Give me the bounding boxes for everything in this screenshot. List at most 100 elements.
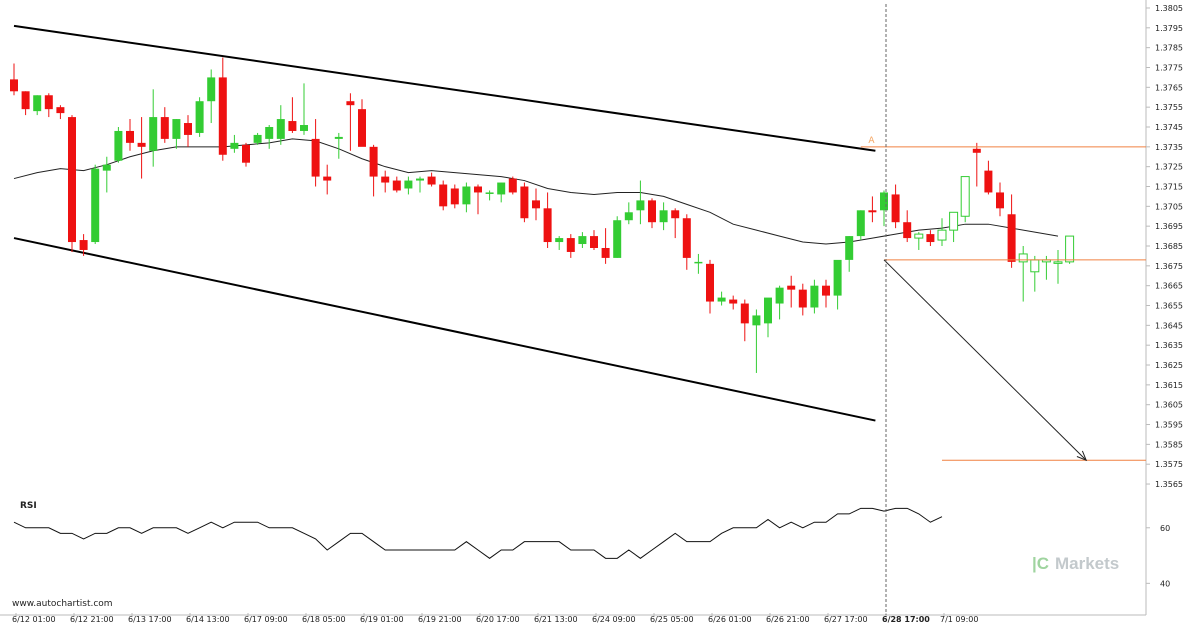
time-tick-label: 6/19 01:00	[360, 615, 404, 624]
candle-body	[613, 220, 622, 258]
time-tick-label: 6/27 17:00	[824, 615, 868, 624]
candle-body	[775, 287, 784, 304]
candle-body	[462, 186, 471, 205]
candle-body	[218, 77, 227, 155]
time-tick-label: 6/19 21:00	[418, 615, 462, 624]
candle	[671, 208, 680, 239]
candle-body	[137, 142, 146, 147]
candle	[636, 180, 645, 225]
candle-body	[566, 238, 575, 252]
candle-body	[346, 101, 355, 106]
candle	[323, 164, 332, 195]
channel-lower-line	[13, 237, 876, 422]
candle-body	[764, 297, 772, 324]
candle	[1030, 255, 1040, 292]
candle	[485, 190, 494, 201]
candle-body	[33, 95, 42, 112]
candle	[265, 125, 274, 149]
candle	[729, 295, 738, 310]
candle	[334, 132, 343, 159]
forecast-line	[883, 259, 1087, 461]
candle-body	[114, 130, 123, 161]
candle	[381, 170, 390, 193]
candle	[149, 89, 158, 167]
candle-body	[880, 192, 888, 211]
candle	[543, 192, 552, 248]
candle	[520, 182, 529, 223]
candle	[21, 91, 30, 116]
candle-body	[972, 148, 981, 153]
candle-body	[520, 186, 529, 219]
candle	[659, 202, 668, 231]
candle	[392, 176, 401, 193]
candle-body	[960, 176, 970, 217]
price-tick-label: 1.3645	[1155, 321, 1183, 330]
candle	[439, 180, 448, 211]
candle-body	[856, 210, 865, 237]
price-tick-label: 1.3655	[1155, 302, 1183, 311]
candle	[810, 279, 819, 314]
candle-body	[671, 210, 680, 219]
rsi-axis: 60 40	[1146, 524, 1170, 588]
candle	[474, 184, 482, 215]
candle-body	[648, 200, 656, 223]
price-tick-label: 1.3745	[1155, 123, 1183, 132]
candle-body	[21, 91, 30, 110]
candle-body	[450, 188, 459, 205]
candle-body	[184, 123, 192, 135]
candle	[856, 210, 865, 241]
candle-body	[729, 299, 738, 304]
price-channel	[13, 24, 876, 422]
time-tick-label: 6/24 09:00	[592, 615, 636, 624]
candle	[960, 176, 970, 223]
candle-body	[126, 130, 134, 143]
candle	[880, 190, 888, 227]
candle-body	[381, 176, 390, 183]
price-tick-label: 1.3635	[1155, 341, 1183, 350]
candle	[207, 69, 216, 124]
candle	[91, 164, 100, 245]
candle-body	[636, 200, 645, 211]
candle-body	[323, 176, 332, 181]
candle	[184, 115, 192, 147]
candle-body	[334, 136, 343, 139]
candle-body	[822, 285, 830, 296]
price-tick-label: 1.3625	[1155, 361, 1183, 370]
candle-body	[868, 210, 877, 213]
candle-body	[1053, 261, 1063, 264]
candle	[404, 176, 413, 195]
time-tick-label: 6/21 13:00	[534, 615, 578, 624]
candle-body	[787, 285, 796, 290]
candle-body	[798, 289, 807, 308]
candle	[102, 156, 111, 193]
candle	[648, 198, 656, 229]
candle-body	[439, 184, 448, 207]
candle-body	[659, 210, 668, 223]
brand-logo: |C Markets	[1032, 554, 1119, 573]
candle-body	[265, 126, 274, 139]
candle	[242, 142, 250, 167]
candle-body	[160, 117, 169, 139]
candle	[903, 210, 912, 243]
candle	[996, 182, 1004, 217]
candle-body	[1007, 214, 1016, 262]
candle-body	[207, 77, 216, 102]
price-tick-label: 1.3755	[1155, 103, 1183, 112]
candle-body	[810, 285, 819, 308]
candle-body	[10, 79, 18, 92]
candle	[288, 97, 297, 133]
time-tick-label: 6/17 09:00	[244, 615, 288, 624]
time-tick-label: 6/26 01:00	[708, 615, 752, 624]
candle-body	[717, 297, 726, 302]
price-tick-label: 1.3565	[1155, 480, 1183, 489]
candle	[717, 291, 726, 306]
candle	[1007, 194, 1016, 268]
candle	[358, 99, 366, 147]
price-tick-label: 1.3775	[1155, 63, 1183, 72]
candle-body	[578, 236, 587, 245]
candle-body	[288, 121, 297, 131]
candle	[68, 115, 76, 252]
candle-body	[937, 229, 947, 241]
candle	[137, 117, 146, 179]
rsi-label: RSI	[20, 501, 37, 511]
